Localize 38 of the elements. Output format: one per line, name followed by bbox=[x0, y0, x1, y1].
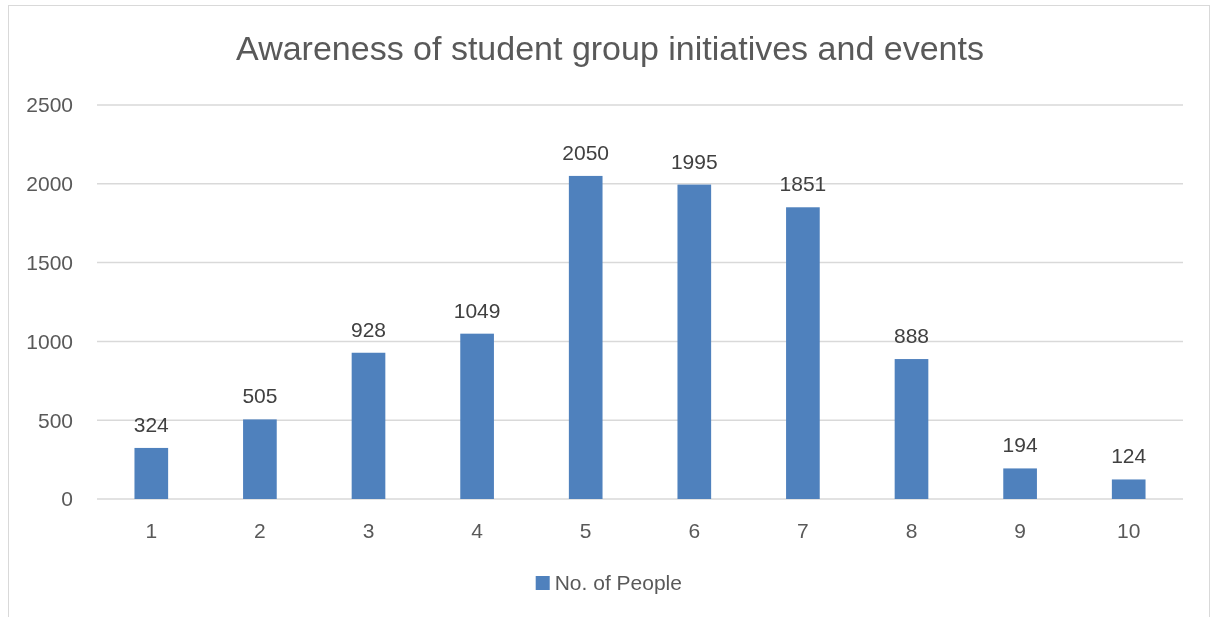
data-label: 1995 bbox=[670, 149, 718, 173]
data-label: 194 bbox=[1002, 433, 1038, 457]
x-tick-label: 8 bbox=[905, 519, 918, 543]
bar bbox=[568, 175, 603, 499]
bar bbox=[894, 359, 929, 499]
y-tick-label: 1500 bbox=[26, 250, 73, 274]
y-tick-label: 2500 bbox=[26, 93, 73, 117]
bar bbox=[786, 207, 820, 499]
y-tick-label: 2000 bbox=[26, 172, 73, 196]
bar bbox=[1003, 468, 1037, 499]
chart-title: Awareness of student group initiatives and events bbox=[236, 28, 984, 67]
bar bbox=[1111, 479, 1146, 499]
x-tick-label: 1 bbox=[145, 519, 158, 543]
y-tick-label: 1000 bbox=[26, 329, 73, 353]
data-label: 124 bbox=[1111, 444, 1147, 468]
y-tick-label: 500 bbox=[37, 408, 73, 432]
data-label: 505 bbox=[242, 384, 278, 408]
data-label: 888 bbox=[893, 324, 930, 348]
data-label: 2050 bbox=[562, 140, 610, 164]
data-label: 324 bbox=[133, 412, 170, 436]
bar bbox=[460, 333, 494, 499]
bar bbox=[351, 352, 386, 499]
x-tick-label: 6 bbox=[688, 519, 701, 543]
bar bbox=[677, 184, 712, 499]
x-tick-label: 7 bbox=[797, 519, 809, 543]
x-tick-label: 10 bbox=[1117, 519, 1141, 543]
x-tick-label: 5 bbox=[579, 519, 592, 543]
y-tick-label: 0 bbox=[61, 487, 73, 511]
bar bbox=[134, 447, 169, 499]
data-label: 928 bbox=[350, 317, 387, 341]
x-tick-label: 4 bbox=[471, 519, 484, 543]
data-label: 1851 bbox=[779, 172, 827, 196]
x-tick-label: 3 bbox=[362, 519, 375, 543]
legend-label: No. of People bbox=[554, 571, 682, 595]
x-tick-label: 2 bbox=[254, 519, 266, 543]
data-label: 1049 bbox=[453, 298, 501, 322]
bar bbox=[243, 419, 277, 499]
x-tick-label: 9 bbox=[1014, 519, 1026, 543]
